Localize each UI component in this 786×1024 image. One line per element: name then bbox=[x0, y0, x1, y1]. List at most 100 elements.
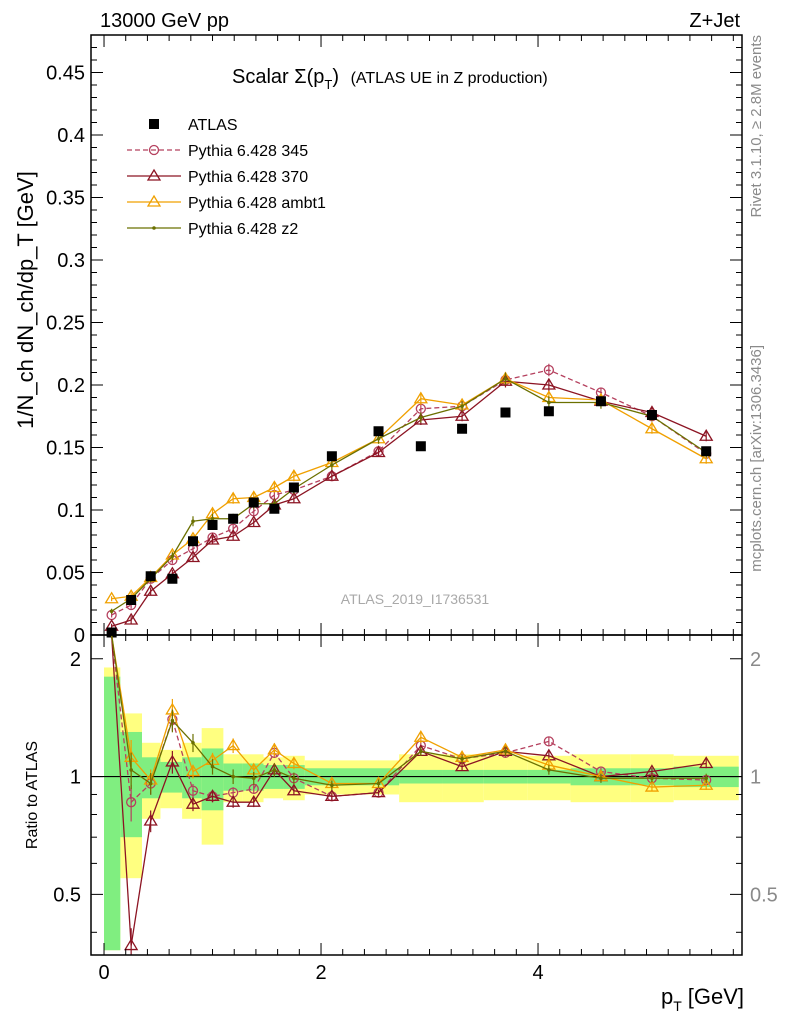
ratio-point-3-11 bbox=[376, 781, 381, 786]
series-point-3-14 bbox=[503, 376, 508, 381]
x-tick-label-0: 0 bbox=[98, 962, 109, 984]
ratio-point-1-5 bbox=[205, 789, 220, 802]
legend-label-3: Pythia 6.428 ambt1 bbox=[188, 195, 326, 212]
ratio-point-1-2 bbox=[143, 813, 158, 826]
ratio-point-0-4 bbox=[187, 785, 199, 796]
data-point-17 bbox=[646, 410, 657, 420]
series-2 bbox=[104, 371, 714, 604]
ratio-point-3-18 bbox=[704, 776, 708, 781]
x-axis-label-main: p bbox=[661, 984, 673, 1009]
legend-marker-0 bbox=[149, 119, 159, 129]
series-point-1-15 bbox=[541, 377, 557, 390]
ratio-point-1-6 bbox=[225, 794, 241, 807]
ratio-point-3-14 bbox=[503, 749, 508, 754]
ratio-point-3-2 bbox=[148, 781, 153, 786]
data-point-9 bbox=[288, 482, 299, 493]
ratio-point-1-13 bbox=[454, 759, 470, 772]
ratio-point-3-1 bbox=[129, 768, 133, 772]
y-tick-label-8: 0.4 bbox=[57, 125, 85, 147]
ratio-point-3-5 bbox=[210, 764, 215, 769]
ratio-point-3-6 bbox=[231, 774, 235, 779]
series-point-1-1 bbox=[123, 612, 139, 625]
series-point-3-15 bbox=[547, 400, 551, 405]
series-point-2-12 bbox=[413, 391, 428, 404]
series-point-2-6 bbox=[225, 491, 241, 504]
series-point-2-8 bbox=[267, 480, 282, 493]
data-point-18 bbox=[701, 446, 712, 457]
data-point-12 bbox=[415, 441, 426, 452]
ratio-point-3-12 bbox=[419, 749, 423, 754]
legend-marker-1 bbox=[148, 144, 160, 156]
ratio-point-3-16 bbox=[599, 776, 603, 781]
series-point-1-5 bbox=[205, 532, 220, 545]
ratio-y-tick-label-1: 1 bbox=[70, 767, 81, 789]
data-points bbox=[106, 396, 712, 638]
ratio-point-1-7 bbox=[246, 794, 261, 807]
analysis-watermark: ATLAS_2019_I1736531 bbox=[341, 591, 490, 607]
ratio-point-2-9 bbox=[286, 756, 302, 769]
ratio-point-1-11 bbox=[371, 785, 386, 798]
series-point-1-11 bbox=[371, 445, 386, 458]
ratio-point-3-13 bbox=[460, 757, 464, 761]
series-point-3-5 bbox=[210, 516, 215, 521]
ratio-point-1-18 bbox=[699, 756, 714, 769]
series-point-2-0 bbox=[104, 591, 119, 604]
ratio-y-tick-label-right-1: 1 bbox=[750, 767, 761, 789]
x-axis-label: pT [GeV] bbox=[661, 984, 744, 1014]
series-point-3-10 bbox=[330, 463, 334, 467]
series-3 bbox=[109, 372, 708, 614]
plot-title-sub: T bbox=[324, 77, 332, 92]
series-point-1-7 bbox=[246, 515, 261, 528]
data-point-3 bbox=[167, 573, 178, 584]
series-point-3-13 bbox=[460, 404, 464, 409]
series-point-0-15 bbox=[543, 364, 555, 376]
ratio-point-3-4 bbox=[191, 740, 195, 745]
data-point-15 bbox=[543, 406, 554, 417]
series-line-2 bbox=[111, 378, 707, 600]
ratio-panel bbox=[91, 635, 742, 955]
data-point-13 bbox=[457, 423, 468, 434]
series-0 bbox=[106, 363, 712, 621]
data-point-10 bbox=[326, 451, 337, 462]
series-point-1-13 bbox=[454, 408, 470, 421]
data-point-8 bbox=[269, 503, 280, 514]
y-tick-label-2: 0.1 bbox=[57, 500, 85, 522]
series-point-3-11 bbox=[376, 436, 381, 441]
ratio-point-2-4 bbox=[185, 764, 201, 777]
ratio-point-2-12 bbox=[413, 730, 428, 742]
x-tick-label-2: 4 bbox=[532, 962, 543, 984]
ratio-point-3-15 bbox=[547, 768, 551, 772]
series-point-2-17 bbox=[644, 421, 660, 434]
data-point-16 bbox=[595, 396, 606, 407]
series-point-1-9 bbox=[286, 491, 302, 504]
series-point-2-18 bbox=[699, 451, 714, 464]
series-point-3-3 bbox=[170, 554, 175, 559]
series-point-1-4 bbox=[185, 550, 201, 563]
ratio-point-2-8 bbox=[267, 742, 282, 755]
x-axis-label-unit: [GeV] bbox=[688, 984, 744, 1009]
band-inner-0 bbox=[104, 676, 121, 951]
y-tick-label-0: 0 bbox=[74, 625, 85, 647]
y-axis-label: 1/N_ch dN_ch/dp_T [GeV] bbox=[13, 171, 38, 429]
series-line-1 bbox=[111, 380, 707, 627]
ratio-point-3-3 bbox=[170, 718, 175, 723]
data-point-2 bbox=[145, 571, 156, 582]
series-point-1-18 bbox=[699, 428, 714, 441]
y-tick-label-1: 0.05 bbox=[46, 563, 85, 585]
series-point-2-9 bbox=[286, 468, 302, 481]
plot-title-rest: (ATLAS UE in Z production) bbox=[351, 70, 548, 87]
header-left: 13000 GeV pp bbox=[100, 10, 229, 32]
y-tick-label-5: 0.25 bbox=[46, 313, 85, 335]
data-point-5 bbox=[207, 520, 218, 530]
ratio-point-1-10 bbox=[324, 789, 340, 802]
data-point-0 bbox=[106, 627, 117, 638]
legend: ATLAS Pythia 6.428 345 Pythia 6.428 370 Pyt… bbox=[127, 117, 326, 238]
x-tick-label-1: 2 bbox=[315, 962, 326, 984]
series-point-1-2 bbox=[143, 583, 158, 596]
series-point-3-4 bbox=[191, 519, 195, 524]
legend-marker-4 bbox=[152, 226, 156, 230]
series-point-3-0 bbox=[109, 609, 114, 614]
y-tick-label-9: 0.45 bbox=[46, 63, 85, 85]
ratio-point-1-9 bbox=[286, 783, 302, 796]
